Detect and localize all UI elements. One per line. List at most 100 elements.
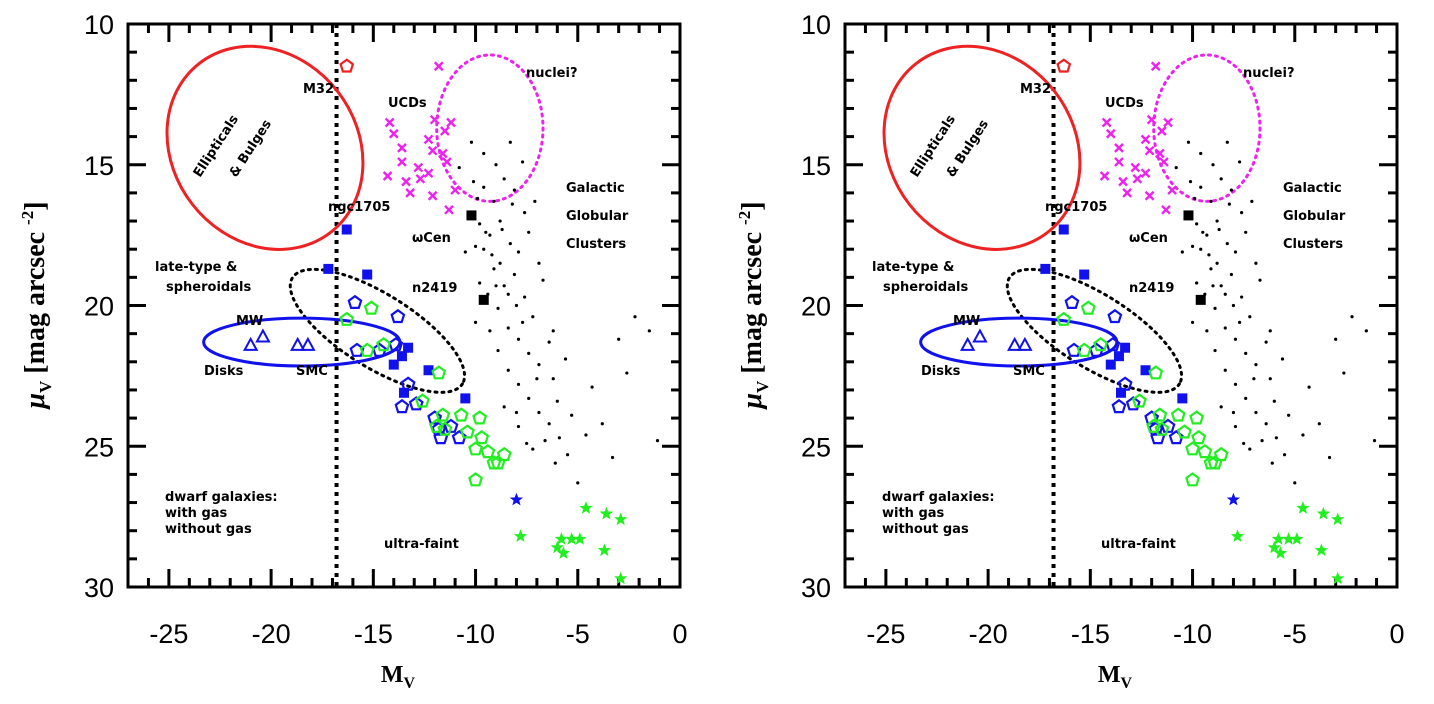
point-square (460, 393, 471, 404)
point-dot (527, 351, 531, 355)
point-dot (1280, 357, 1285, 361)
series-galactic-globular-clusters (1174, 140, 1377, 485)
point-dot (1190, 244, 1195, 248)
y-axis-label: μV [mag arcsec -2] (18, 201, 55, 410)
point-dot (1287, 413, 1291, 417)
annotation-mw: MW (953, 314, 980, 329)
y-tick-label: 10 (84, 10, 114, 40)
point-dot (1254, 261, 1258, 265)
point-dot (520, 320, 525, 324)
point-dot (1207, 253, 1211, 257)
point-dot (500, 227, 504, 232)
series-ultra-faint-blue (1226, 492, 1241, 506)
point-dot (533, 199, 537, 203)
point-dot (1260, 439, 1264, 443)
point-dot (520, 160, 525, 164)
point-dot (1252, 377, 1256, 381)
point-star (1296, 501, 1310, 514)
point-dot (584, 433, 588, 437)
point-dot (1342, 371, 1346, 375)
annotation-with-gas: with gas (165, 506, 228, 521)
point-cross (397, 143, 407, 153)
y-tick-label: 20 (801, 292, 831, 322)
point-dot (1231, 303, 1236, 308)
point-cross (427, 190, 438, 201)
point-dot (492, 199, 496, 203)
point-pentagon (1154, 421, 1170, 436)
point-cross (450, 185, 460, 195)
point-pentagon (1176, 424, 1192, 439)
x-tick-label: -20 (252, 619, 291, 649)
series-ultra-faint-green (1230, 501, 1345, 585)
point-pentagon (1064, 294, 1080, 309)
series-ultra-faint-green (513, 501, 628, 585)
point-dot (510, 202, 514, 206)
point-pentagon (472, 410, 488, 425)
point-pentagon (1093, 337, 1108, 352)
point-cross (437, 148, 448, 159)
point-star (1290, 532, 1304, 545)
point-dot (547, 340, 551, 344)
x-tick-label: -15 (354, 619, 393, 649)
annotation-galactic: Galactic (1283, 181, 1342, 196)
annotation-with-gas: with gas (882, 506, 945, 521)
point-dot (1225, 140, 1229, 144)
point-square (341, 224, 352, 235)
annotation-ucds: UCDs (1105, 96, 1144, 111)
point-pentagon (1076, 342, 1092, 357)
point-dot (1199, 185, 1203, 189)
x-tick-label: 0 (1389, 619, 1404, 649)
point-triangle (290, 336, 306, 351)
series-late-type-blue (1040, 224, 1188, 404)
point-cross (1167, 185, 1177, 195)
point-dot (496, 306, 500, 310)
point-dot (1219, 284, 1223, 288)
point-cross (423, 134, 434, 145)
point-pentagon (1191, 429, 1207, 445)
point-dot (488, 329, 492, 333)
y-tick-label: 30 (84, 573, 114, 603)
point-dot (531, 447, 535, 451)
point-square (396, 351, 407, 362)
x-tick-label: -10 (456, 619, 495, 649)
annotation-smc: SMC (1013, 364, 1045, 379)
ellipse-late-type-spheroidals (1005, 267, 1184, 394)
point-pentagon (468, 472, 483, 487)
point-dot (1186, 140, 1191, 144)
series-m- (339, 58, 355, 73)
point-dot (1307, 385, 1311, 389)
point-dot (1195, 281, 1199, 285)
point-pentagon (347, 294, 363, 309)
point-cross (442, 157, 452, 167)
point-cross (388, 128, 399, 139)
point-star (597, 543, 611, 557)
point-square (1040, 263, 1051, 274)
point-star (1331, 571, 1345, 585)
y-tick-label: 30 (801, 573, 831, 603)
point-dot (1233, 250, 1238, 254)
point-dot (547, 422, 551, 426)
point-dot (1244, 230, 1248, 234)
point-square (1105, 359, 1116, 370)
point-pentagon (1146, 418, 1162, 433)
series-mw-smc (242, 328, 316, 351)
point-dot (625, 371, 629, 375)
point-cross (1161, 204, 1171, 215)
point-pentagon (388, 337, 404, 352)
annotation-without-gas: without gas (165, 522, 252, 537)
series-spheroidals-blue (347, 294, 467, 445)
point-dot (633, 315, 637, 319)
series-late-type-blue (323, 224, 471, 404)
point-dot (1250, 199, 1254, 203)
point-pentagon (1148, 421, 1164, 436)
annotation-n2419: n2419 (412, 281, 457, 296)
point-dot (537, 363, 541, 367)
point-cross (423, 168, 434, 179)
point-pentagon (1197, 444, 1213, 459)
point-cross (444, 204, 454, 215)
point-dot (1268, 377, 1272, 381)
point-square (1113, 351, 1124, 362)
point-square (466, 210, 477, 221)
annotation-globular: Globular (1283, 209, 1346, 224)
series-galactic-globular-clusters (457, 140, 660, 485)
